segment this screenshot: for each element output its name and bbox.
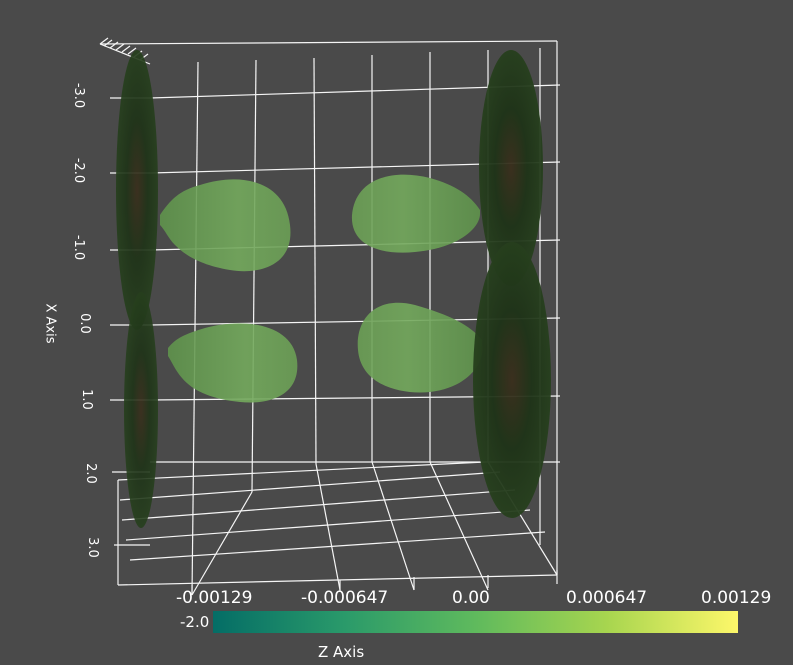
colorbar-tick-label: 0.00 [452,588,490,608]
left-disk-lower [124,292,158,528]
lobe-lower-left [168,323,298,403]
left-disk-upper [116,50,158,330]
colorbar-title: Z Axis [318,643,365,661]
colorbar-tick-label: -0.000647 [301,588,389,608]
x-axis-tick: -3.0 [71,82,87,109]
colorbar-tick-label: 0.00129 [701,588,772,608]
colorbar-tick-label: -0.00129 [176,588,253,608]
x-axis-tick: -1.0 [71,234,87,261]
colorbar-tick-label: 0.000647 [566,588,648,608]
x-axis-tick: 1.0 [78,389,94,410]
colorbar-min-label: -2.0 [180,613,210,631]
x-axis-tick: 2.0 [82,463,98,484]
lobe-lower-right [357,302,483,393]
lobe-upper-left [160,179,291,272]
x-axis-tick: 0.0 [76,313,92,334]
right-disk-lower [473,242,551,518]
lobe-upper-right [351,174,480,253]
x-axis-title: X Axis [42,303,58,344]
right-disk-upper [479,50,543,286]
x-axis-tick: 3.0 [84,537,100,558]
x-axis-tick: -2.0 [71,157,87,184]
colorbar [213,611,738,633]
